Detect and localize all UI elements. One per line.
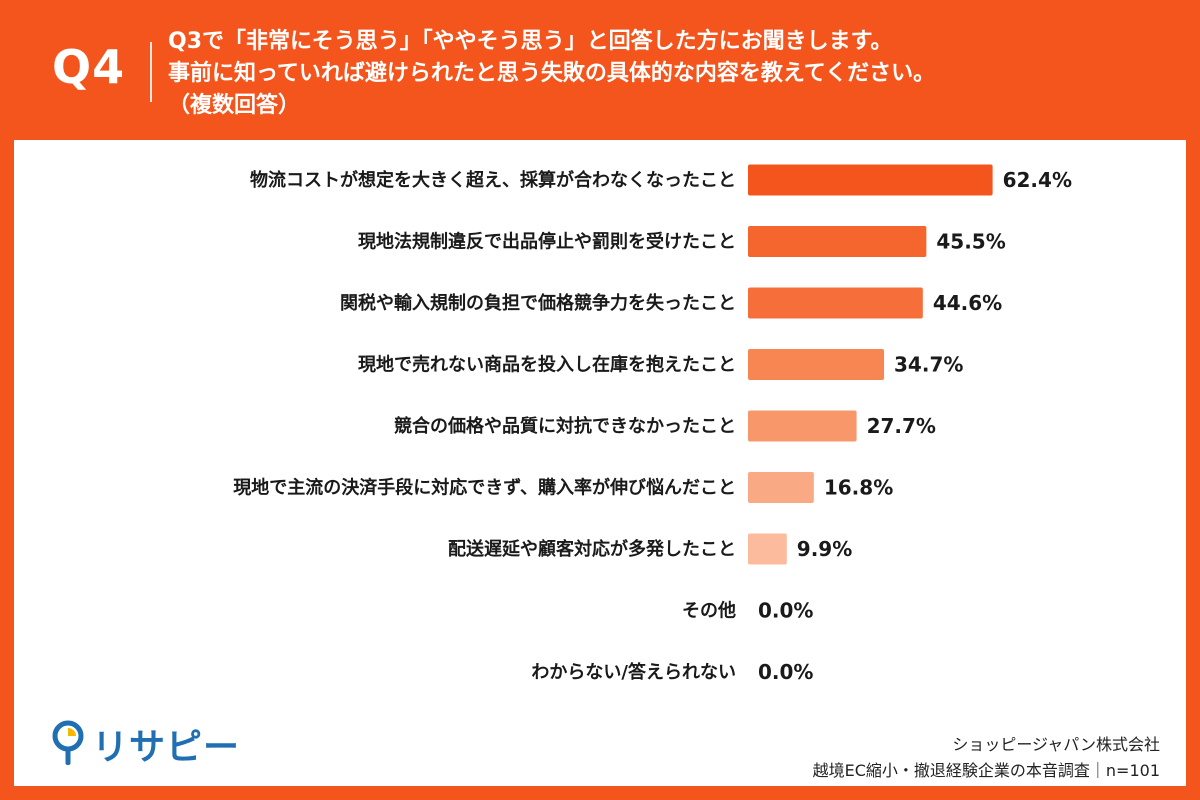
value-label: 27.7% <box>867 414 936 438</box>
category-label: 現地法規制違反で出品停止や罰則を受けたこと <box>358 231 736 253</box>
bar <box>748 472 814 503</box>
question-line-2: 事前に知っていれば避けられたと思う失敗の具体的な内容を教えてください。 <box>168 61 936 86</box>
pin-logo-icon <box>52 720 84 765</box>
brand-logo: リサピー <box>52 718 240 770</box>
category-label: 競合の価格や品質に対抗できなかったこと <box>394 415 736 437</box>
value-label: 44.6% <box>933 291 1002 315</box>
chart-panel: 物流コストが想定を大きく超え、採算が合わなくなったこと 62.4% 現地法規制違反で… <box>14 140 1186 786</box>
value-label: 0.0% <box>758 660 813 684</box>
category-label: 現地で売れない商品を投入し在庫を抱えたこと <box>358 354 736 376</box>
logo-text: リサピー <box>92 727 241 768</box>
header: Q4 Q3で「非常にそう思う」「ややそう思う」と回答した方にお聞きします。 事前… <box>0 0 1200 140</box>
value-label: 16.8% <box>824 476 893 500</box>
bar <box>748 410 857 442</box>
value-label: 45.5% <box>936 230 1005 254</box>
survey-info: 越境EC縮小・撤退経験企業の本音調査｜n=101 <box>812 761 1160 780</box>
question-line-3: （複数回答） <box>168 93 301 118</box>
category-label: 物流コストが想定を大きく超え、採算が合わなくなったこと <box>250 169 736 191</box>
company-name: ショッピージャパン株式会社 <box>952 735 1160 754</box>
source-credit: ショッピージャパン株式会社 越境EC縮小・撤退経験企業の本音調査｜n=101 <box>813 732 1160 784</box>
category-label: わからない/答えられない <box>531 661 736 683</box>
value-label: 34.7% <box>894 353 963 377</box>
bar <box>748 164 993 196</box>
bar <box>748 287 923 319</box>
question-text: Q3で「非常にそう思う」「ややそう思う」と回答した方にお聞きします。 事前に知っ… <box>168 26 1178 122</box>
category-label: 関税や輸入規制の負担で価格競争力を失ったこと <box>340 292 736 314</box>
category-label: 配送遅延や顧客対応が多発したこと <box>448 538 736 560</box>
bar-chart: 物流コストが想定を大きく超え、採算が合わなくなったこと 62.4% 現地法規制違反で… <box>233 164 1072 684</box>
bar <box>748 349 885 380</box>
value-label: 62.4% <box>1003 168 1072 192</box>
value-label: 9.9% <box>797 537 852 561</box>
question-line-1: Q3で「非常にそう思う」「ややそう思う」と回答した方にお聞きします。 <box>168 29 893 54</box>
category-label: 現地で主流の決済手段に対応できず、購入率が伸び悩んだこと <box>233 477 736 499</box>
category-label: その他 <box>682 600 736 622</box>
question-divider <box>150 42 152 102</box>
bar <box>748 226 927 257</box>
question-number: Q4 <box>52 40 126 94</box>
bar <box>748 533 787 565</box>
value-label: 0.0% <box>758 599 813 623</box>
